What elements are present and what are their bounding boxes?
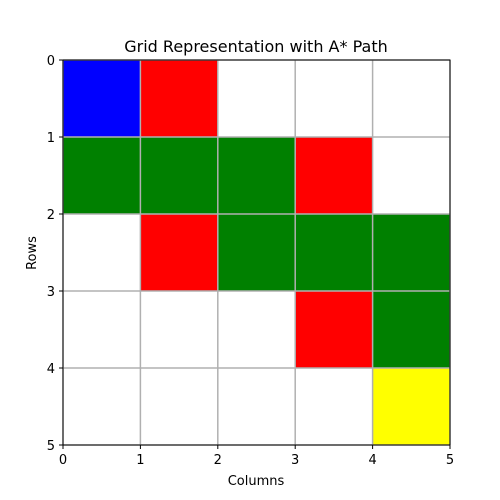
grid-cell-empty-r4-c3	[295, 368, 372, 445]
grid-cell-obstacle-r2-c1	[140, 214, 217, 291]
grid-cell-start-r0-c0	[63, 60, 140, 137]
y-tick-label: 2	[47, 208, 55, 223]
grid-cell-empty-r0-c2	[218, 60, 295, 137]
grid-cell-obstacle-r3-c3	[295, 291, 372, 368]
grid-cell-empty-r3-c0	[63, 291, 140, 368]
y-tick-label: 1	[47, 131, 55, 146]
grid-cell-path-r3-c4	[373, 291, 450, 368]
x-tick-label: 2	[214, 453, 222, 468]
grid-cell-path-r1-c1	[140, 137, 217, 214]
grid-cell-empty-r3-c2	[218, 291, 295, 368]
y-tick-label: 5	[47, 439, 55, 454]
x-tick-label: 0	[59, 453, 67, 468]
grid-cell-obstacle-r1-c3	[295, 137, 372, 214]
grid-cell-empty-r4-c2	[218, 368, 295, 445]
grid-cell-path-r1-c0	[63, 137, 140, 214]
grid-cell-obstacle-r0-c1	[140, 60, 217, 137]
chart-title: Grid Representation with A* Path	[124, 37, 387, 56]
y-tick-label: 0	[47, 54, 55, 69]
grid-cell-empty-r4-c1	[140, 368, 217, 445]
y-tick-label: 4	[47, 362, 55, 377]
grid-cell-path-r2-c2	[218, 214, 295, 291]
grid-cell-empty-r4-c0	[63, 368, 140, 445]
grid-cell-path-r1-c2	[218, 137, 295, 214]
y-axis-label: Rows	[25, 236, 40, 270]
grid-cell-path-r2-c4	[373, 214, 450, 291]
grid-cell-empty-r2-c0	[63, 214, 140, 291]
heatmap-cells	[63, 60, 450, 445]
x-tick-label: 3	[291, 453, 299, 468]
grid-cell-goal-r4-c4	[373, 368, 450, 445]
grid-cell-empty-r3-c1	[140, 291, 217, 368]
x-tick-label: 4	[368, 453, 376, 468]
x-tick-label: 1	[136, 453, 144, 468]
x-axis-label: Columns	[228, 474, 285, 489]
x-tick-label: 5	[446, 453, 454, 468]
grid-cell-empty-r0-c3	[295, 60, 372, 137]
grid-cell-empty-r1-c4	[373, 137, 450, 214]
grid-cell-path-r2-c3	[295, 214, 372, 291]
grid-cell-empty-r0-c4	[373, 60, 450, 137]
y-tick-label: 3	[47, 285, 55, 300]
